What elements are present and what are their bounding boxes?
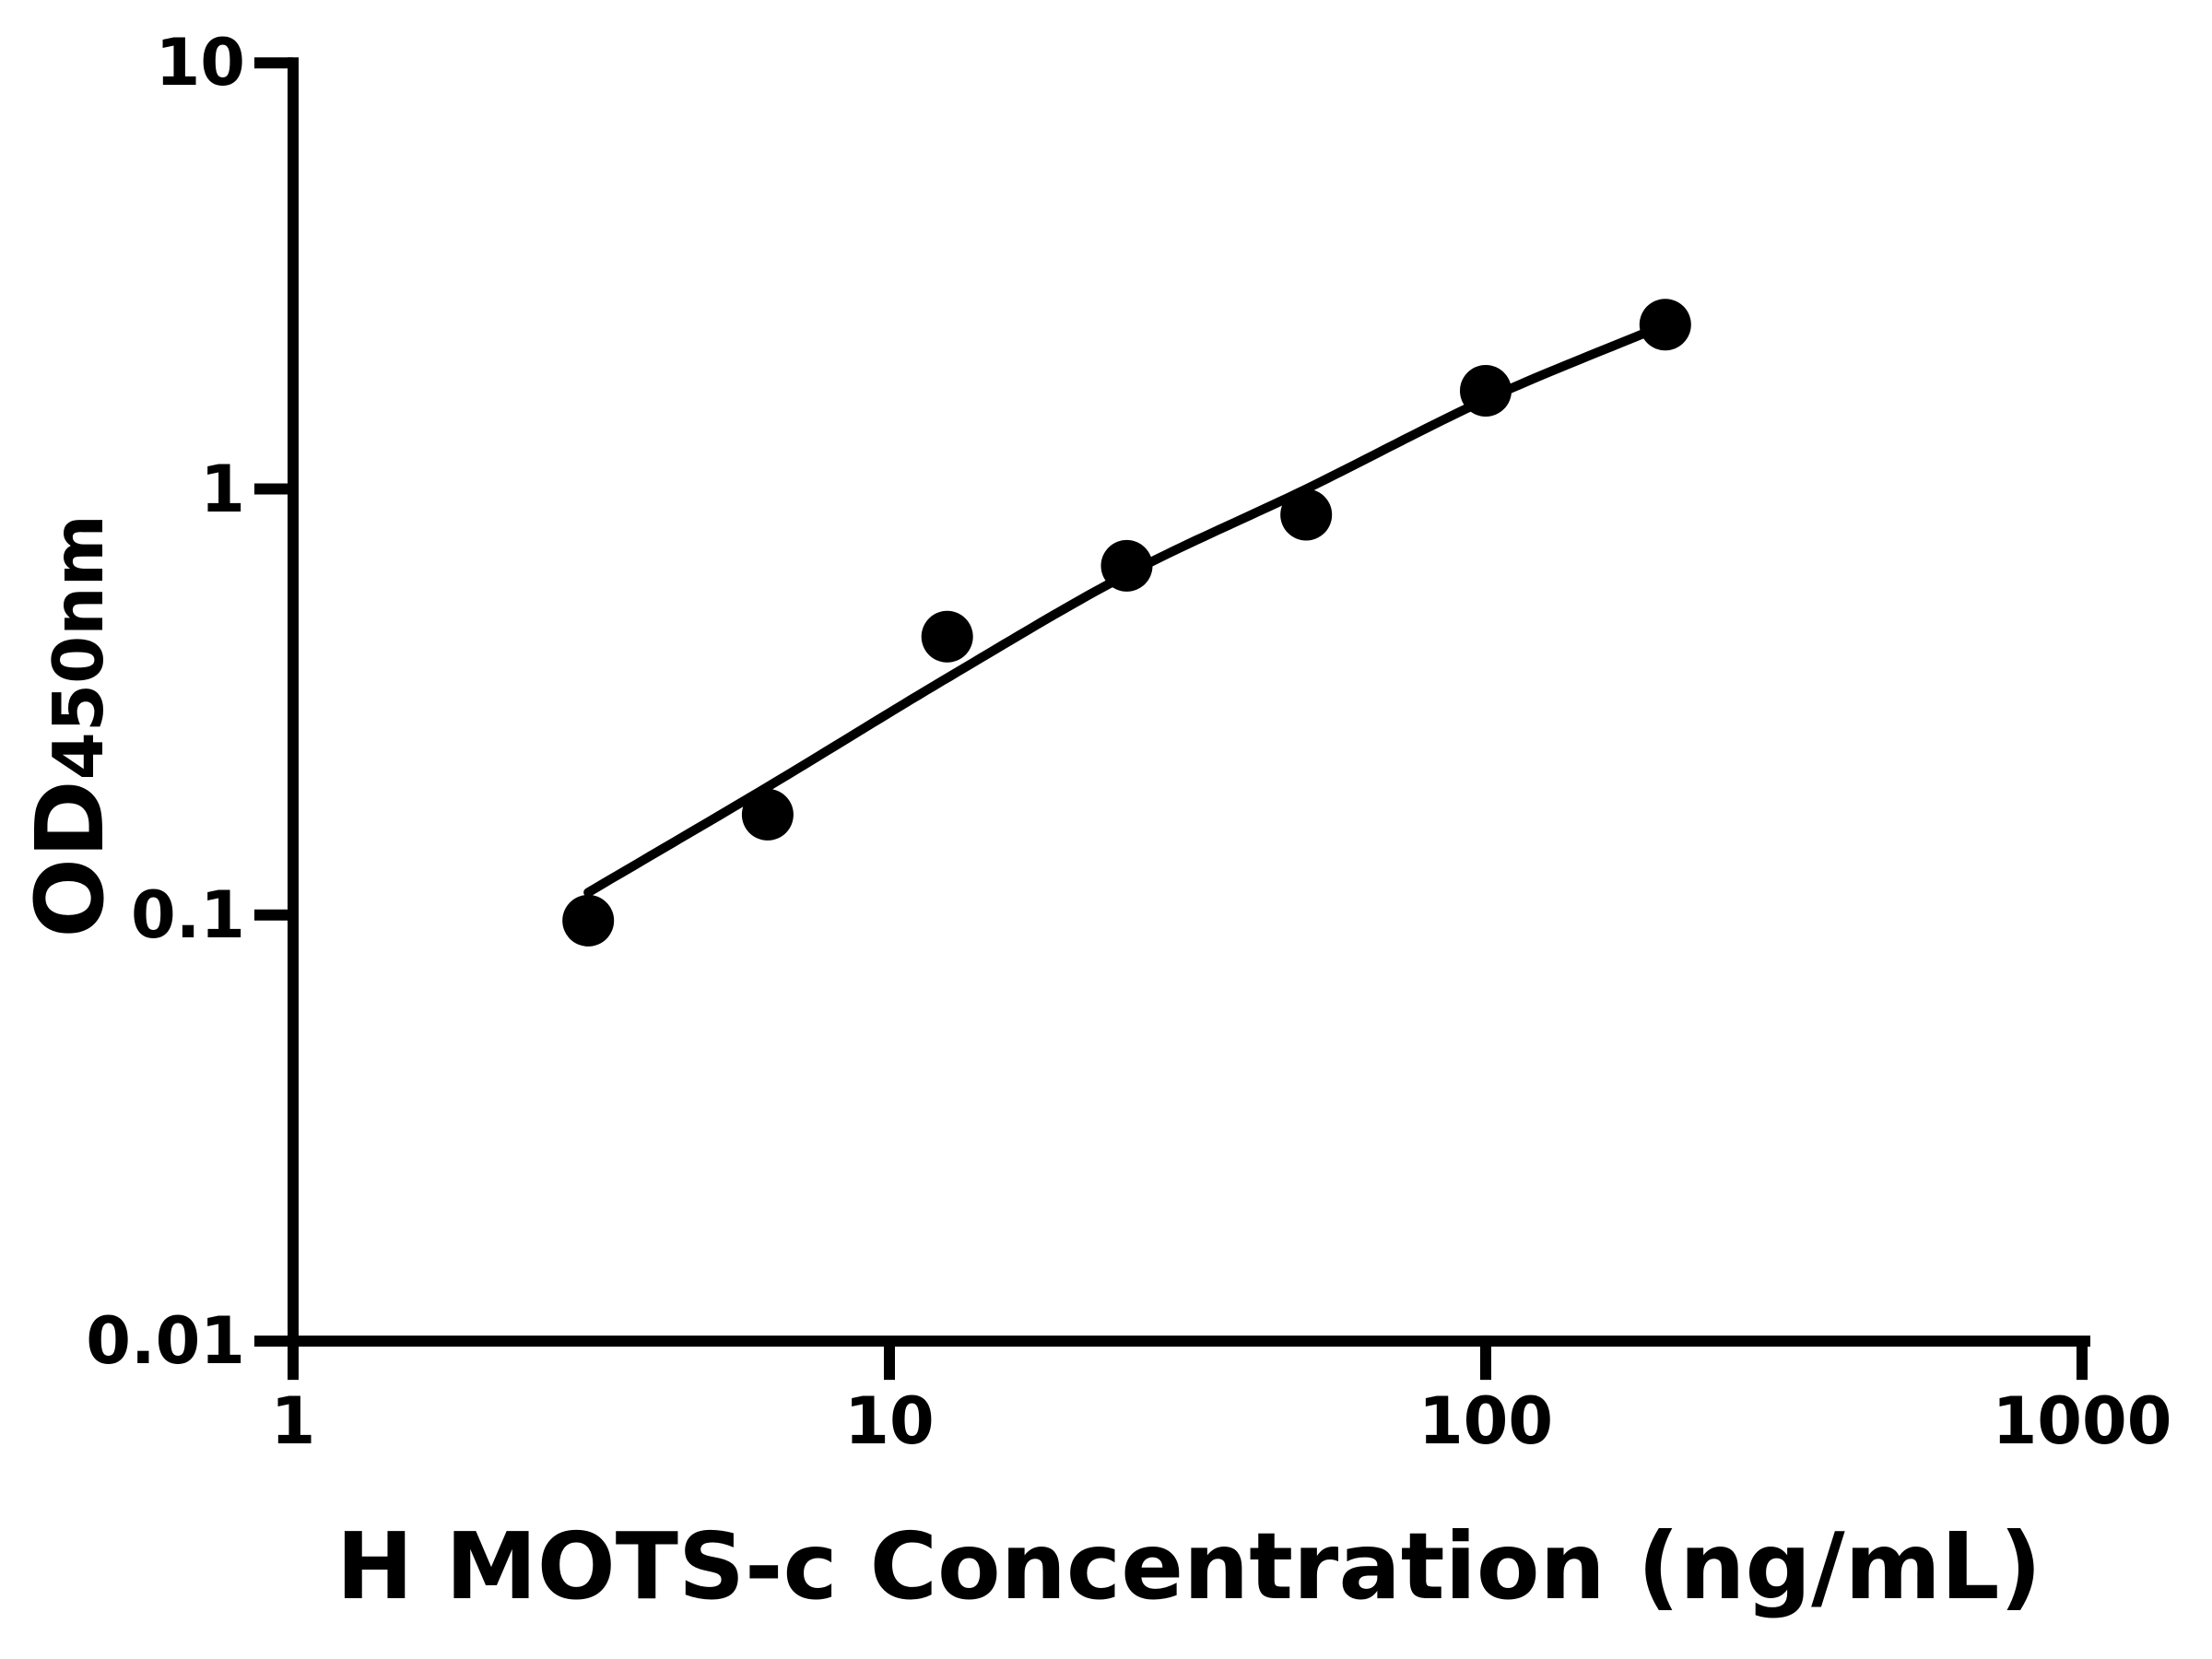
data-point	[562, 894, 615, 947]
data-point	[1460, 365, 1512, 417]
data-point	[1639, 299, 1691, 351]
y-axis-title-subscript: 450nm	[38, 514, 119, 781]
data-point	[1280, 488, 1333, 541]
data-point	[741, 788, 794, 841]
y-tick-label-3: 0.01	[86, 1303, 245, 1380]
y-tick-label-0: 10	[155, 25, 245, 101]
y-tick-label-1: 1	[200, 451, 245, 527]
x-tick-label-0: 1	[270, 1383, 316, 1459]
y-tick-label-2: 0.1	[130, 877, 245, 953]
x-tick-label-3: 1000	[1992, 1383, 2172, 1459]
y-axis-title: OD450nm	[16, 514, 125, 938]
x-tick-label-1: 10	[844, 1383, 935, 1459]
x-axis-title: H MOTS-c Concentration (ng/mL)	[335, 1512, 2042, 1620]
x-tick-label-2: 100	[1418, 1383, 1554, 1459]
y-axis-title-main: OD	[16, 780, 125, 938]
data-point	[921, 610, 973, 663]
data-point	[1100, 539, 1153, 592]
